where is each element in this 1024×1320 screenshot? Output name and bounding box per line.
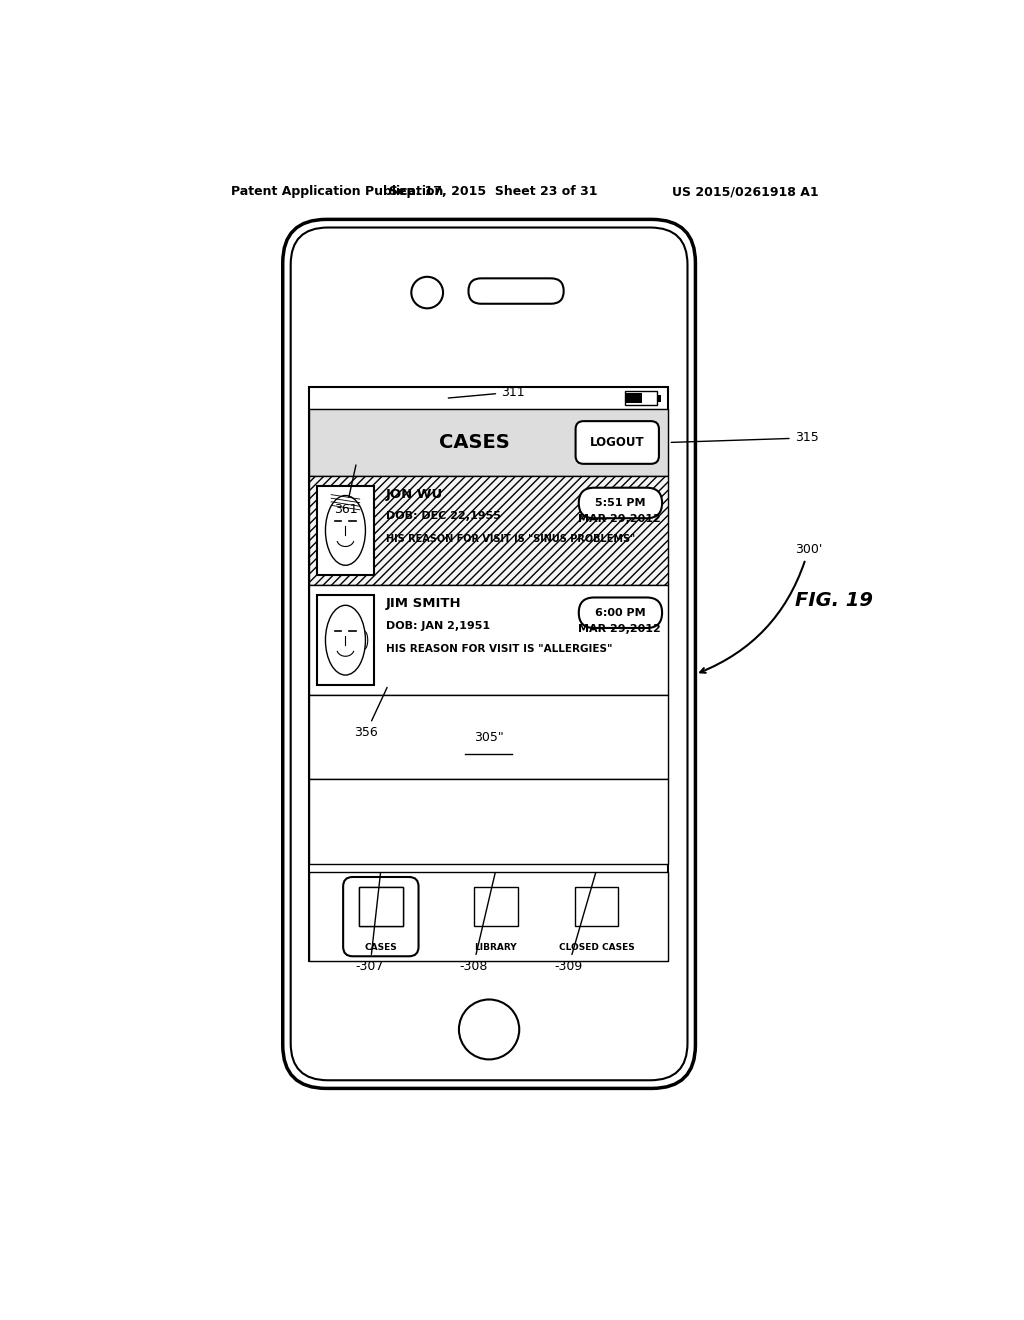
Bar	[627, 393, 642, 404]
FancyBboxPatch shape	[291, 227, 687, 1080]
Text: CASES: CASES	[365, 942, 397, 952]
Bar	[316, 486, 374, 576]
Text: LOGOUT: LOGOUT	[590, 436, 644, 449]
Text: 356: 356	[354, 688, 387, 739]
Text: 315: 315	[671, 432, 818, 445]
Text: CASES: CASES	[439, 433, 510, 451]
Bar	[309, 387, 669, 961]
Text: HIS REASON FOR VISIT IS "SINUS PROBLEMS": HIS REASON FOR VISIT IS "SINUS PROBLEMS"	[386, 535, 635, 544]
Bar	[309, 475, 669, 585]
Bar	[474, 887, 518, 925]
Text: JON WU: JON WU	[386, 487, 443, 500]
Bar	[309, 409, 669, 475]
Ellipse shape	[326, 495, 366, 565]
Text: HIS REASON FOR VISIT IS "ALLERGIES": HIS REASON FOR VISIT IS "ALLERGIES"	[386, 644, 612, 655]
Bar	[359, 887, 402, 925]
Text: DOB: DEC 22,1955: DOB: DEC 22,1955	[386, 511, 501, 521]
Text: 6:00 PM: 6:00 PM	[595, 607, 646, 618]
Text: Sep. 17, 2015  Sheet 23 of 31: Sep. 17, 2015 Sheet 23 of 31	[389, 185, 597, 198]
FancyBboxPatch shape	[579, 598, 663, 628]
FancyBboxPatch shape	[579, 487, 663, 519]
Bar	[316, 595, 374, 685]
Text: CLOSED CASES: CLOSED CASES	[559, 942, 635, 952]
Circle shape	[412, 277, 443, 309]
Bar	[309, 696, 669, 779]
Text: 305": 305"	[474, 731, 504, 743]
Bar	[625, 391, 656, 405]
Text: 311: 311	[449, 385, 524, 399]
Ellipse shape	[326, 606, 366, 675]
FancyBboxPatch shape	[283, 219, 695, 1089]
Circle shape	[459, 999, 519, 1060]
Bar	[309, 585, 669, 696]
Text: 361: 361	[335, 465, 358, 516]
Bar	[574, 887, 618, 925]
Text: MAR 29,2012: MAR 29,2012	[578, 515, 660, 524]
Text: 5:51 PM: 5:51 PM	[595, 498, 646, 508]
Text: Patent Application Publication: Patent Application Publication	[231, 185, 443, 198]
Bar	[359, 887, 402, 925]
Text: FIG. 19: FIG. 19	[795, 591, 872, 610]
Text: DOB: JAN 2,1951: DOB: JAN 2,1951	[386, 620, 490, 631]
Bar	[309, 779, 669, 863]
Text: -309: -309	[554, 873, 596, 973]
Text: MAR 29,2012: MAR 29,2012	[578, 624, 660, 634]
FancyBboxPatch shape	[343, 876, 419, 956]
Text: -307: -307	[356, 873, 384, 973]
Text: 300': 300'	[700, 544, 822, 673]
Bar	[656, 395, 660, 401]
Text: JIM SMITH: JIM SMITH	[386, 598, 462, 610]
Text: LIBRARY: LIBRARY	[474, 942, 517, 952]
FancyBboxPatch shape	[575, 421, 658, 463]
Bar	[309, 873, 669, 961]
Text: -308: -308	[459, 873, 496, 973]
FancyBboxPatch shape	[468, 279, 563, 304]
Text: US 2015/0261918 A1: US 2015/0261918 A1	[672, 185, 818, 198]
